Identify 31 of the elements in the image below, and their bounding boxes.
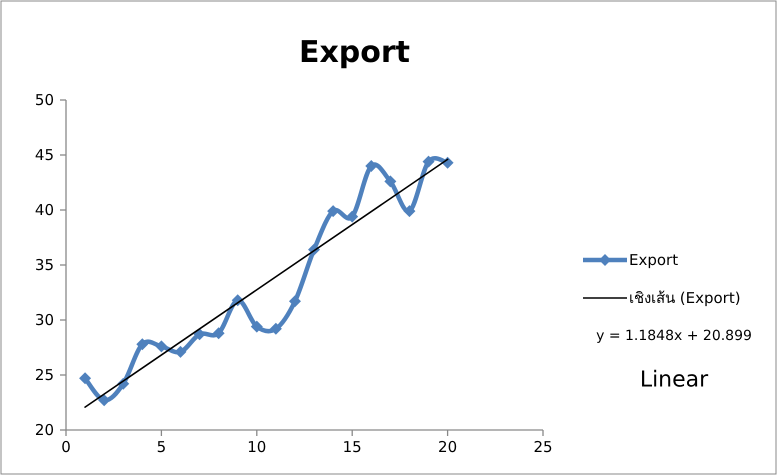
y-tick-label: 30 (34, 311, 54, 329)
x-tick-label: 25 (533, 438, 553, 456)
point (79, 372, 92, 384)
legend-label: Export (629, 251, 678, 269)
y-tick-label: 50 (34, 91, 54, 109)
legend-label: เชิงเส้น (Export) (629, 289, 741, 307)
chart-title: Export (298, 35, 410, 70)
text: y = 1.1848x + 20.899 (596, 328, 752, 344)
point (422, 156, 435, 168)
x-tick-label: 20 (438, 438, 458, 456)
point (346, 210, 358, 223)
x-tick-label: 0 (61, 438, 71, 456)
point (155, 340, 168, 352)
point (403, 205, 416, 218)
y-tick-label: 40 (34, 201, 54, 219)
point (250, 320, 263, 333)
y-tick-label: 20 (34, 421, 54, 439)
point (212, 327, 225, 340)
point (288, 295, 301, 308)
x-tick-label: 10 (247, 438, 266, 456)
point (136, 338, 148, 350)
text: Linear (640, 368, 710, 392)
y-tick-label: 25 (34, 366, 54, 384)
point (365, 160, 378, 172)
x-tick-label: 5 (156, 438, 166, 456)
y-tick-label: 35 (34, 256, 54, 274)
y-tick-label: 45 (34, 146, 54, 164)
point (270, 322, 282, 335)
point (98, 394, 110, 406)
x-tick-label: 15 (342, 438, 362, 456)
point (384, 175, 396, 188)
